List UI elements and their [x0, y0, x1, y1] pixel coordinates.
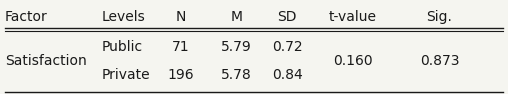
Text: 0.84: 0.84	[272, 68, 302, 82]
Text: t-value: t-value	[329, 10, 377, 24]
Text: Factor: Factor	[5, 10, 48, 24]
Text: 5.79: 5.79	[221, 40, 251, 54]
Text: 0.160: 0.160	[333, 54, 373, 68]
Text: Private: Private	[102, 68, 150, 82]
Text: M: M	[230, 10, 242, 24]
Text: 71: 71	[172, 40, 189, 54]
Text: 0.72: 0.72	[272, 40, 302, 54]
Text: N: N	[175, 10, 185, 24]
Text: Levels: Levels	[102, 10, 145, 24]
Text: 5.78: 5.78	[221, 68, 251, 82]
Text: Sig.: Sig.	[427, 10, 452, 24]
Text: 196: 196	[167, 68, 194, 82]
Text: 0.873: 0.873	[420, 54, 459, 68]
Text: Public: Public	[102, 40, 143, 54]
Text: Satisfaction: Satisfaction	[5, 54, 87, 68]
Text: SD: SD	[277, 10, 297, 24]
